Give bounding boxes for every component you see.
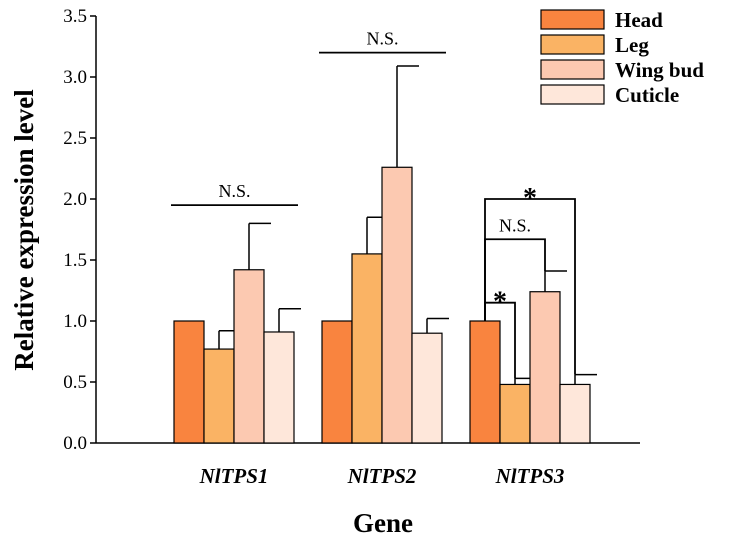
significance-bracket [484,238,546,321]
significance-annotations: N.S.N.S.*N.S.* [171,29,576,379]
legend-swatch-head [540,9,605,30]
bar-nltps2-leg [351,253,383,444]
bar-nltps1-leg [203,348,235,444]
axes: 0.0 0.5 1.0 1.5 2.0 2.5 3.0 3.5 NlTPS1 NlTPS2 NlTP… [63,6,640,488]
x-tick-label: NlTPS1 [199,464,269,488]
y-tick-label: 2.0 [63,189,87,210]
x-tick-label: NlTPS3 [495,464,565,488]
bar-nltps2-cuticle [411,332,443,444]
bars [173,65,597,444]
y-tick-label: 2.5 [63,128,87,149]
significance-label: * [523,183,537,214]
significance-label: * [493,287,507,318]
x-axis-title: Gene [353,508,413,538]
significance-bracket [484,301,516,379]
bar-nltps3-wing-bud [529,291,561,444]
legend-label: Leg [615,33,649,57]
bar-nltps3-head [469,320,501,444]
y-axis-title: Relative expression level [9,89,39,371]
x-tick-label: NlTPS2 [347,464,417,488]
bar-nltps3-leg [499,383,531,444]
legend-label: Head [615,8,663,32]
legend-label: Cuticle [615,83,679,107]
significance-label: N.S. [218,181,250,201]
legend-swatch-leg [540,34,605,55]
bar-nltps1-cuticle [263,331,295,444]
bar-nltps2-wing-bud [381,166,413,444]
legend-swatch-wing-bud [540,59,605,80]
y-tick-label: 0.0 [63,433,87,454]
y-tick-label: 1.5 [63,250,87,271]
legend-label: Wing bud [615,58,704,82]
legend-swatch-cuticle [540,84,605,105]
y-tick-label: 0.5 [63,372,87,393]
bar-nltps3-cuticle [559,383,591,444]
significance-label: N.S. [366,29,398,49]
y-tick-label: 3.5 [63,6,87,27]
bar-nltps2-head [321,320,353,444]
y-tick-label: 1.0 [63,311,87,332]
bar-nltps1-wing-bud [233,269,265,444]
bar-nltps1-head [173,320,205,444]
significance-label: N.S. [499,215,531,235]
y-tick-label: 3.0 [63,67,87,88]
